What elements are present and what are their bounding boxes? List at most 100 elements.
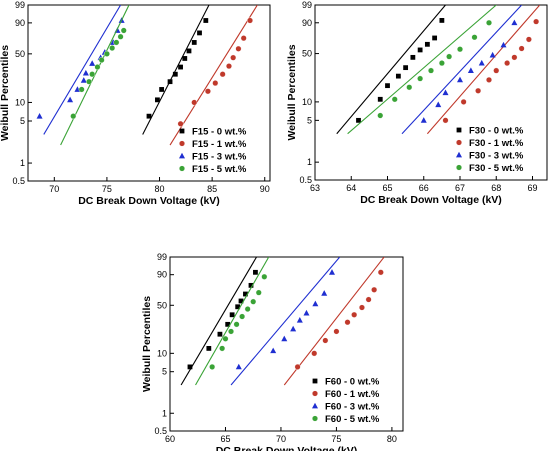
plot-frame <box>169 256 404 432</box>
legend-item: F15 - 0 wt.% <box>179 127 247 138</box>
data-point <box>371 286 378 293</box>
data-point <box>80 77 87 83</box>
legend-item: F60 - 1 wt.% <box>312 389 380 400</box>
data-point <box>177 120 184 127</box>
x-tick-label: 70 <box>276 434 286 444</box>
data-point <box>217 331 223 337</box>
legend-item: F30 - 1 wt.% <box>456 138 524 149</box>
chart-panel-f60: 60 65 70 75 80 0.5 1 5 10 50 90 99 DC Break Down Vol… <box>141 252 404 451</box>
data-point <box>233 321 240 328</box>
data-point <box>243 291 248 297</box>
data-point <box>212 80 219 87</box>
data-point <box>424 41 430 47</box>
data-point <box>103 50 110 57</box>
data-point <box>247 17 254 24</box>
data-point <box>377 269 384 276</box>
x-tick-label: 65 <box>382 183 392 193</box>
y-axis-label: Weibull Percentiles <box>0 45 11 141</box>
y-tick-label: 10 <box>302 97 312 107</box>
y-tick-label: 0.5 <box>299 175 312 185</box>
x-tick-label: 65 <box>220 434 230 444</box>
legend-item: F30 - 0 wt.% <box>456 126 524 137</box>
plot-frame <box>314 4 548 181</box>
legend-marker <box>312 415 319 422</box>
fit-line <box>401 5 523 135</box>
x-tick-label: 67 <box>455 183 465 193</box>
y-tick-label: 1 <box>307 157 312 167</box>
series-f60-3-wt <box>230 257 341 386</box>
data-point <box>333 328 340 335</box>
data-point <box>253 269 258 275</box>
data-point <box>117 33 124 40</box>
x-axis-label: DC Break Down Voltage (kV) <box>78 195 220 207</box>
legend-label: F15 - 0 wt.% <box>192 127 247 138</box>
x-axis-label: DC Break Down Voltage (kV) <box>360 194 502 206</box>
y-tick-label: 50 <box>157 300 167 310</box>
fit-line <box>336 5 446 135</box>
data-point <box>146 113 152 119</box>
y-tick-label: 90 <box>157 270 167 280</box>
legend-label: F60 - 1 wt.% <box>325 389 380 400</box>
data-point <box>172 71 178 77</box>
data-point <box>78 86 85 93</box>
y-tick-label: 10 <box>157 348 167 358</box>
data-point <box>203 18 209 23</box>
x-tick-label: 60 <box>165 434 175 444</box>
data-point <box>244 306 251 313</box>
y-tick-label: 99 <box>15 0 25 10</box>
legend: F60 - 0 wt.%F60 - 1 wt.% F60 - 3 wt.%F60 … <box>312 377 380 425</box>
data-point <box>435 101 442 108</box>
data-point <box>439 18 445 23</box>
legend-marker <box>179 152 185 159</box>
data-point <box>417 75 424 82</box>
data-point <box>229 312 235 318</box>
x-tick-label: 63 <box>310 183 320 193</box>
data-point <box>89 60 96 66</box>
data-point <box>467 67 474 74</box>
y-tick-label: 90 <box>302 18 312 28</box>
legend-label: F30 - 3 wt.% <box>469 151 524 162</box>
chart-panel-f15: 70 75 80 85 90 0.5 1 5 10 50 90 99 DC Break Down Vol… <box>0 0 271 207</box>
chart-panel-f30: 63 64 65 66 67 68 69 0.5 1 5 10 50 90 99 DC Break Down… <box>286 0 548 206</box>
legend-marker <box>312 378 318 384</box>
data-point <box>428 67 435 74</box>
legend-label: F60 - 5 wt.% <box>325 414 380 425</box>
data-point <box>155 97 160 103</box>
legend-label: F15 - 3 wt.% <box>192 152 247 163</box>
y-tick-label: 99 <box>157 252 167 262</box>
data-point <box>238 298 244 304</box>
data-point <box>486 19 493 26</box>
legend-label: F60 - 0 wt.% <box>325 377 380 388</box>
data-point <box>82 69 89 76</box>
x-tick-label: 70 <box>49 184 59 194</box>
y-tick-label: 90 <box>15 18 25 28</box>
legend-item: F15 - 3 wt.% <box>179 152 247 163</box>
legend: F15 - 0 wt.%F15 - 1 wt.% F15 - 3 wt.%F15 … <box>178 127 247 175</box>
x-tick-label: 75 <box>102 184 112 194</box>
legend-label: F60 - 3 wt.% <box>325 402 380 413</box>
data-point <box>296 317 303 323</box>
data-point <box>219 71 226 78</box>
data-point <box>228 328 235 335</box>
legend-label: F15 - 5 wt.% <box>192 164 247 175</box>
data-point <box>303 309 310 316</box>
data-point <box>356 117 361 123</box>
data-point <box>351 311 358 318</box>
data-point <box>255 289 262 296</box>
data-point <box>230 54 237 61</box>
data-point <box>442 117 449 124</box>
data-point <box>328 269 335 275</box>
series-f30-1-wt <box>426 5 541 135</box>
series-f30-3-wt <box>401 5 523 135</box>
legend-label: F30 - 1 wt.% <box>469 138 524 149</box>
y-tick-label: 5 <box>20 116 25 126</box>
x-tick-label: 68 <box>491 183 501 193</box>
x-tick-label: 80 <box>155 184 165 194</box>
y-tick-label: 50 <box>302 49 312 59</box>
data-point <box>486 76 493 83</box>
data-point <box>311 350 318 357</box>
data-point <box>235 363 242 370</box>
y-tick-label: 1 <box>162 408 167 418</box>
data-point <box>167 79 173 85</box>
legend-item: F30 - 3 wt.% <box>456 151 524 162</box>
